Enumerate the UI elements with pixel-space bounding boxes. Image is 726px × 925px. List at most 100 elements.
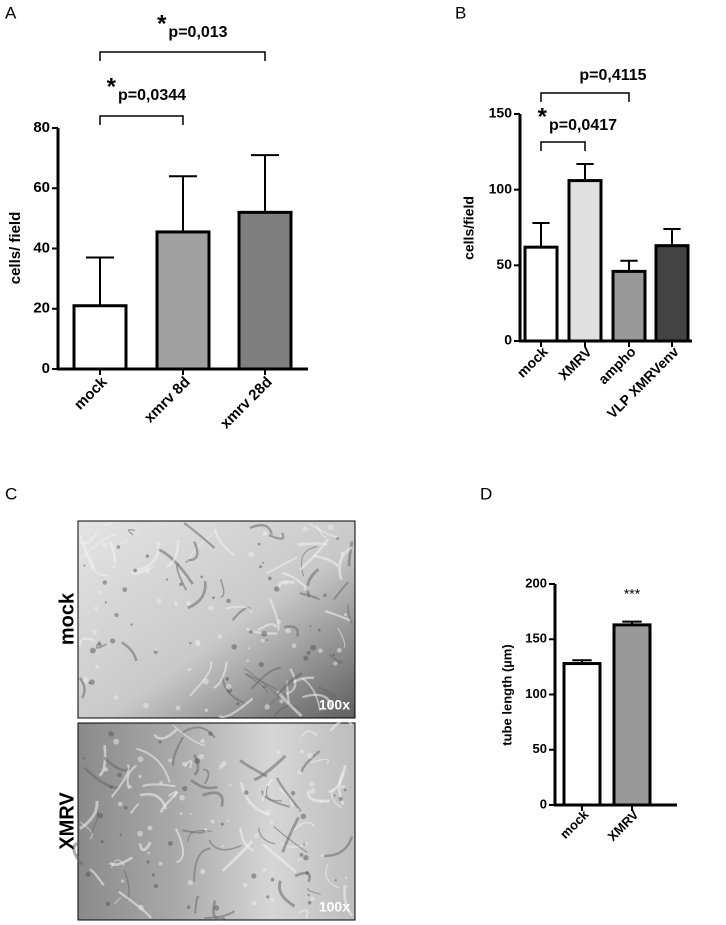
- cell: [108, 731, 114, 737]
- cell: [270, 877, 275, 882]
- cell: [225, 683, 232, 690]
- cell-strand: [328, 653, 343, 665]
- x-tick-label: mock: [557, 806, 592, 841]
- bar: [72, 304, 128, 371]
- cell-strand: [253, 754, 287, 782]
- cell-strand: [142, 783, 176, 788]
- cell: [98, 590, 102, 595]
- cell-strand: [202, 791, 224, 807]
- cell: [138, 904, 144, 911]
- significance-label: p=0,0417: [549, 117, 617, 134]
- cell: [323, 593, 327, 598]
- cell-strand: [78, 534, 95, 570]
- cell: [200, 575, 203, 579]
- significance-label: p=0,013: [168, 24, 227, 41]
- cell: [302, 526, 309, 532]
- cell: [340, 551, 345, 556]
- significance-bracket: [540, 141, 586, 151]
- y-tick-label: 150: [525, 631, 547, 646]
- cell: [291, 643, 297, 649]
- cell-strand: [306, 790, 331, 803]
- cell: [299, 852, 304, 857]
- cell-network: [72, 719, 354, 921]
- cell: [204, 827, 208, 831]
- y-tick-label: 0: [504, 332, 512, 348]
- cell: [261, 630, 268, 637]
- image-label: XMRV: [56, 792, 78, 850]
- cell-strand: [244, 673, 269, 695]
- x-tick-label: mock: [514, 343, 551, 380]
- cell-strand: [183, 522, 216, 549]
- cell: [297, 858, 301, 862]
- cell-strand: [138, 841, 152, 852]
- cell: [248, 551, 255, 558]
- cell: [138, 774, 142, 779]
- cell: [306, 752, 313, 759]
- cell: [153, 883, 159, 889]
- cell-strand: [258, 827, 276, 845]
- cell-strand: [219, 579, 225, 598]
- cell: [248, 629, 253, 634]
- cell-strand: [277, 880, 296, 908]
- significance-star: *: [107, 73, 117, 100]
- cell-strand: [310, 758, 330, 764]
- cell: [247, 647, 250, 650]
- cell-strand: [182, 829, 205, 834]
- cell: [259, 565, 263, 569]
- cell: [128, 784, 132, 789]
- cell-strand: [337, 627, 346, 648]
- cell: [154, 648, 158, 652]
- cell: [297, 808, 300, 811]
- cell: [343, 613, 348, 617]
- cell: [307, 900, 312, 905]
- cell: [345, 885, 349, 888]
- cell: [156, 598, 162, 604]
- cell-strand: [298, 909, 309, 919]
- cell: [267, 576, 272, 581]
- cell: [158, 740, 162, 744]
- cell: [167, 840, 173, 846]
- significance-bracket: [540, 92, 630, 102]
- cell-strand: [265, 785, 282, 802]
- panel-label: D: [480, 484, 492, 503]
- cell: [343, 788, 347, 792]
- cell-strand: [286, 680, 290, 703]
- cell-strand: [182, 726, 216, 739]
- cell: [204, 708, 209, 713]
- cell: [270, 897, 275, 902]
- x-tick-label: xmrv 8d: [141, 374, 194, 427]
- cell: [103, 767, 109, 772]
- cell: [114, 612, 119, 617]
- cell: [299, 749, 304, 754]
- cell-strand: [299, 538, 330, 571]
- bar: [612, 623, 652, 807]
- image-label: mock: [56, 592, 78, 645]
- bar: [562, 662, 602, 807]
- cell-strand: [277, 580, 295, 589]
- y-tick-label: 100: [489, 180, 513, 196]
- cell: [221, 845, 224, 848]
- cell: [336, 537, 339, 541]
- cell: [279, 699, 284, 704]
- cell: [334, 879, 337, 882]
- cell: [134, 529, 138, 533]
- cell: [89, 679, 95, 685]
- cell-strand: [328, 764, 347, 794]
- cell: [303, 655, 309, 661]
- cell: [300, 813, 307, 819]
- cell: [83, 677, 89, 683]
- cell: [113, 738, 120, 745]
- cell: [319, 799, 324, 804]
- significance-star: *: [157, 10, 167, 37]
- cell: [198, 753, 205, 760]
- micrograph: [77, 722, 356, 921]
- cell: [344, 876, 348, 880]
- cell-strand: [221, 840, 254, 872]
- cell-strand: [250, 666, 281, 690]
- cell: [117, 801, 123, 807]
- cell-strand: [160, 791, 179, 813]
- cell: [159, 781, 163, 785]
- cell: [116, 545, 121, 549]
- cell-strand: [324, 836, 354, 858]
- y-tick-label: 0: [42, 360, 50, 377]
